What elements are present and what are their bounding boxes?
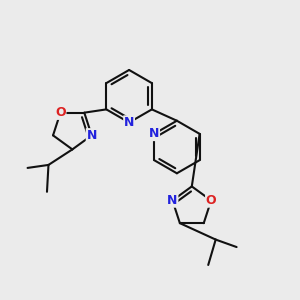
Text: N: N: [149, 128, 159, 140]
Text: O: O: [55, 106, 66, 119]
Text: O: O: [206, 194, 216, 207]
Text: N: N: [86, 129, 97, 142]
Text: N: N: [124, 116, 134, 129]
Text: N: N: [167, 194, 178, 207]
